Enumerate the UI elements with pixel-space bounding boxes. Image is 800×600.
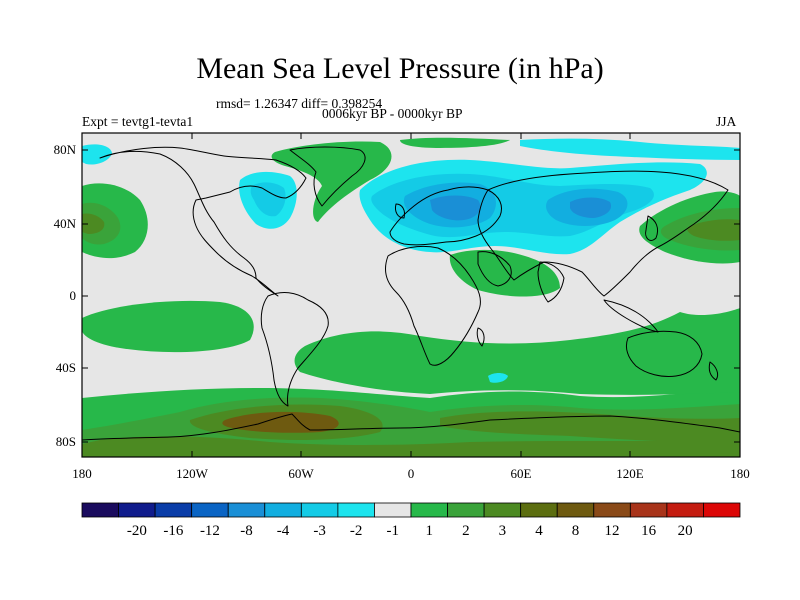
- colorbar-swatch: [447, 502, 485, 518]
- contour-pacific-core-east-inner: [687, 219, 740, 241]
- coastline-australia: [625, 330, 703, 377]
- coastline-madagascar: [476, 327, 485, 347]
- colorbar-label: -20: [127, 523, 147, 539]
- colorbar-label: 8: [572, 523, 580, 539]
- coastline-asia: [477, 170, 729, 297]
- contour-europe-blue: [430, 195, 481, 221]
- colorbar: [81, 502, 741, 518]
- lon-tick-120w: 120W: [176, 466, 209, 481]
- coastline-se-asia: [603, 299, 659, 333]
- contour-south-atlantic-green: [294, 308, 740, 395]
- map-plot-area: [82, 133, 740, 457]
- contour-arctic-green: [400, 137, 510, 148]
- colorbar-swatch: [118, 502, 156, 518]
- colorbar-swatch: [520, 502, 558, 518]
- lon-tick-180-east: 180: [730, 466, 750, 481]
- coastline-japan: [645, 215, 659, 241]
- coastline-south-america: [260, 292, 329, 407]
- colorbar-swatch: [556, 502, 595, 518]
- colorbar-swatch: [703, 502, 741, 518]
- colorbar-label: -16: [163, 523, 183, 539]
- colorbar-label: 4: [535, 523, 543, 539]
- coastline-europe: [389, 186, 502, 246]
- colorbar-label: -12: [200, 523, 220, 539]
- lon-tick-180-west: 180: [72, 466, 92, 481]
- colorbar-label: -1: [386, 523, 399, 539]
- contour-north-america-cyan-inner: [250, 182, 286, 217]
- colorbar-label: 12: [605, 523, 620, 539]
- colorbar-label: 1: [426, 523, 434, 539]
- contour-asia-blue: [570, 197, 612, 218]
- colorbar-swatch: [81, 502, 119, 518]
- coastline-antarctica: [82, 413, 740, 441]
- coastline-india: [537, 261, 565, 303]
- coastline-arabia: [477, 251, 512, 287]
- coastlines: [82, 146, 740, 441]
- colorbar-swatch: [264, 502, 302, 518]
- contour-arabian-green: [449, 249, 560, 297]
- colorbar-swatch: [629, 502, 668, 518]
- lon-tick-60e: 60E: [511, 466, 532, 481]
- lat-tick-40n: 40N: [54, 216, 77, 231]
- contour-south-pacific-green: [82, 300, 254, 353]
- colorbar-swatch: [483, 502, 522, 518]
- lat-tick-80n: 80N: [54, 142, 77, 157]
- coastline-britain: [395, 203, 405, 219]
- contour-alaska-cyan: [82, 144, 112, 165]
- colorbar-label: -8: [240, 523, 253, 539]
- lat-tick-80s: 80S: [56, 434, 76, 449]
- axis-ticks: [81, 133, 741, 457]
- stats-text: rmsd= 1.26347 diff= 0.398254: [216, 96, 383, 111]
- chart-title: Mean Sea Level Pressure (in hPa): [196, 52, 604, 85]
- colorbar-labels: -20 -16 -12 -8 -4 -3 -2 -1 1 2 3 4 8 12 16 20: [127, 523, 693, 539]
- lat-tick-0: 0: [70, 288, 77, 303]
- lon-tick-0: 0: [408, 466, 415, 481]
- experiment-label: Expt = tevtg1-tevta1: [82, 114, 194, 129]
- colorbar-swatch: [666, 502, 704, 518]
- period-text: 0006kyr BP - 0000kyr BP: [322, 106, 463, 121]
- coastline-africa: [385, 245, 481, 366]
- colorbar-swatch: [410, 502, 448, 518]
- latitude-axis: 80N 40N 0 40S 80S: [54, 142, 77, 449]
- contour-southern-core: [222, 411, 339, 433]
- colorbar-label: -4: [277, 523, 290, 539]
- contour-pacific-core-west-inner: [82, 213, 105, 234]
- colorbar-swatch: [300, 502, 339, 518]
- contour-south-pacific-cyan: [488, 373, 508, 383]
- colorbar-label: 3: [499, 523, 507, 539]
- lat-tick-40s: 40S: [56, 360, 76, 375]
- coastline-new-zealand: [708, 361, 719, 381]
- coastline-greenland: [289, 146, 366, 207]
- season-label: JJA: [716, 114, 737, 129]
- colorbar-label: -3: [313, 523, 326, 539]
- colorbar-label: 16: [641, 523, 657, 539]
- colorbar-swatch: [154, 502, 193, 518]
- contour-arctic-cyan-east: [520, 138, 740, 160]
- colorbar-swatch: [337, 502, 375, 518]
- colorbar-swatch: [227, 502, 266, 518]
- colorbar-label: -2: [350, 523, 363, 539]
- lon-tick-60w: 60W: [288, 466, 314, 481]
- coastline-north-america: [99, 146, 307, 297]
- colorbar-swatch: [593, 502, 631, 518]
- colorbar-swatch: [374, 502, 412, 518]
- contour-southern-bottom-brown: [82, 436, 740, 457]
- contour-greenland-green: [271, 141, 392, 222]
- lon-tick-120e: 120E: [616, 466, 644, 481]
- colorbar-label: 20: [678, 523, 693, 539]
- longitude-axis: 180 120W 60W 0 60E 120E 180: [72, 466, 750, 481]
- colorbar-label: 2: [462, 523, 470, 539]
- colorbar-swatch: [191, 502, 229, 518]
